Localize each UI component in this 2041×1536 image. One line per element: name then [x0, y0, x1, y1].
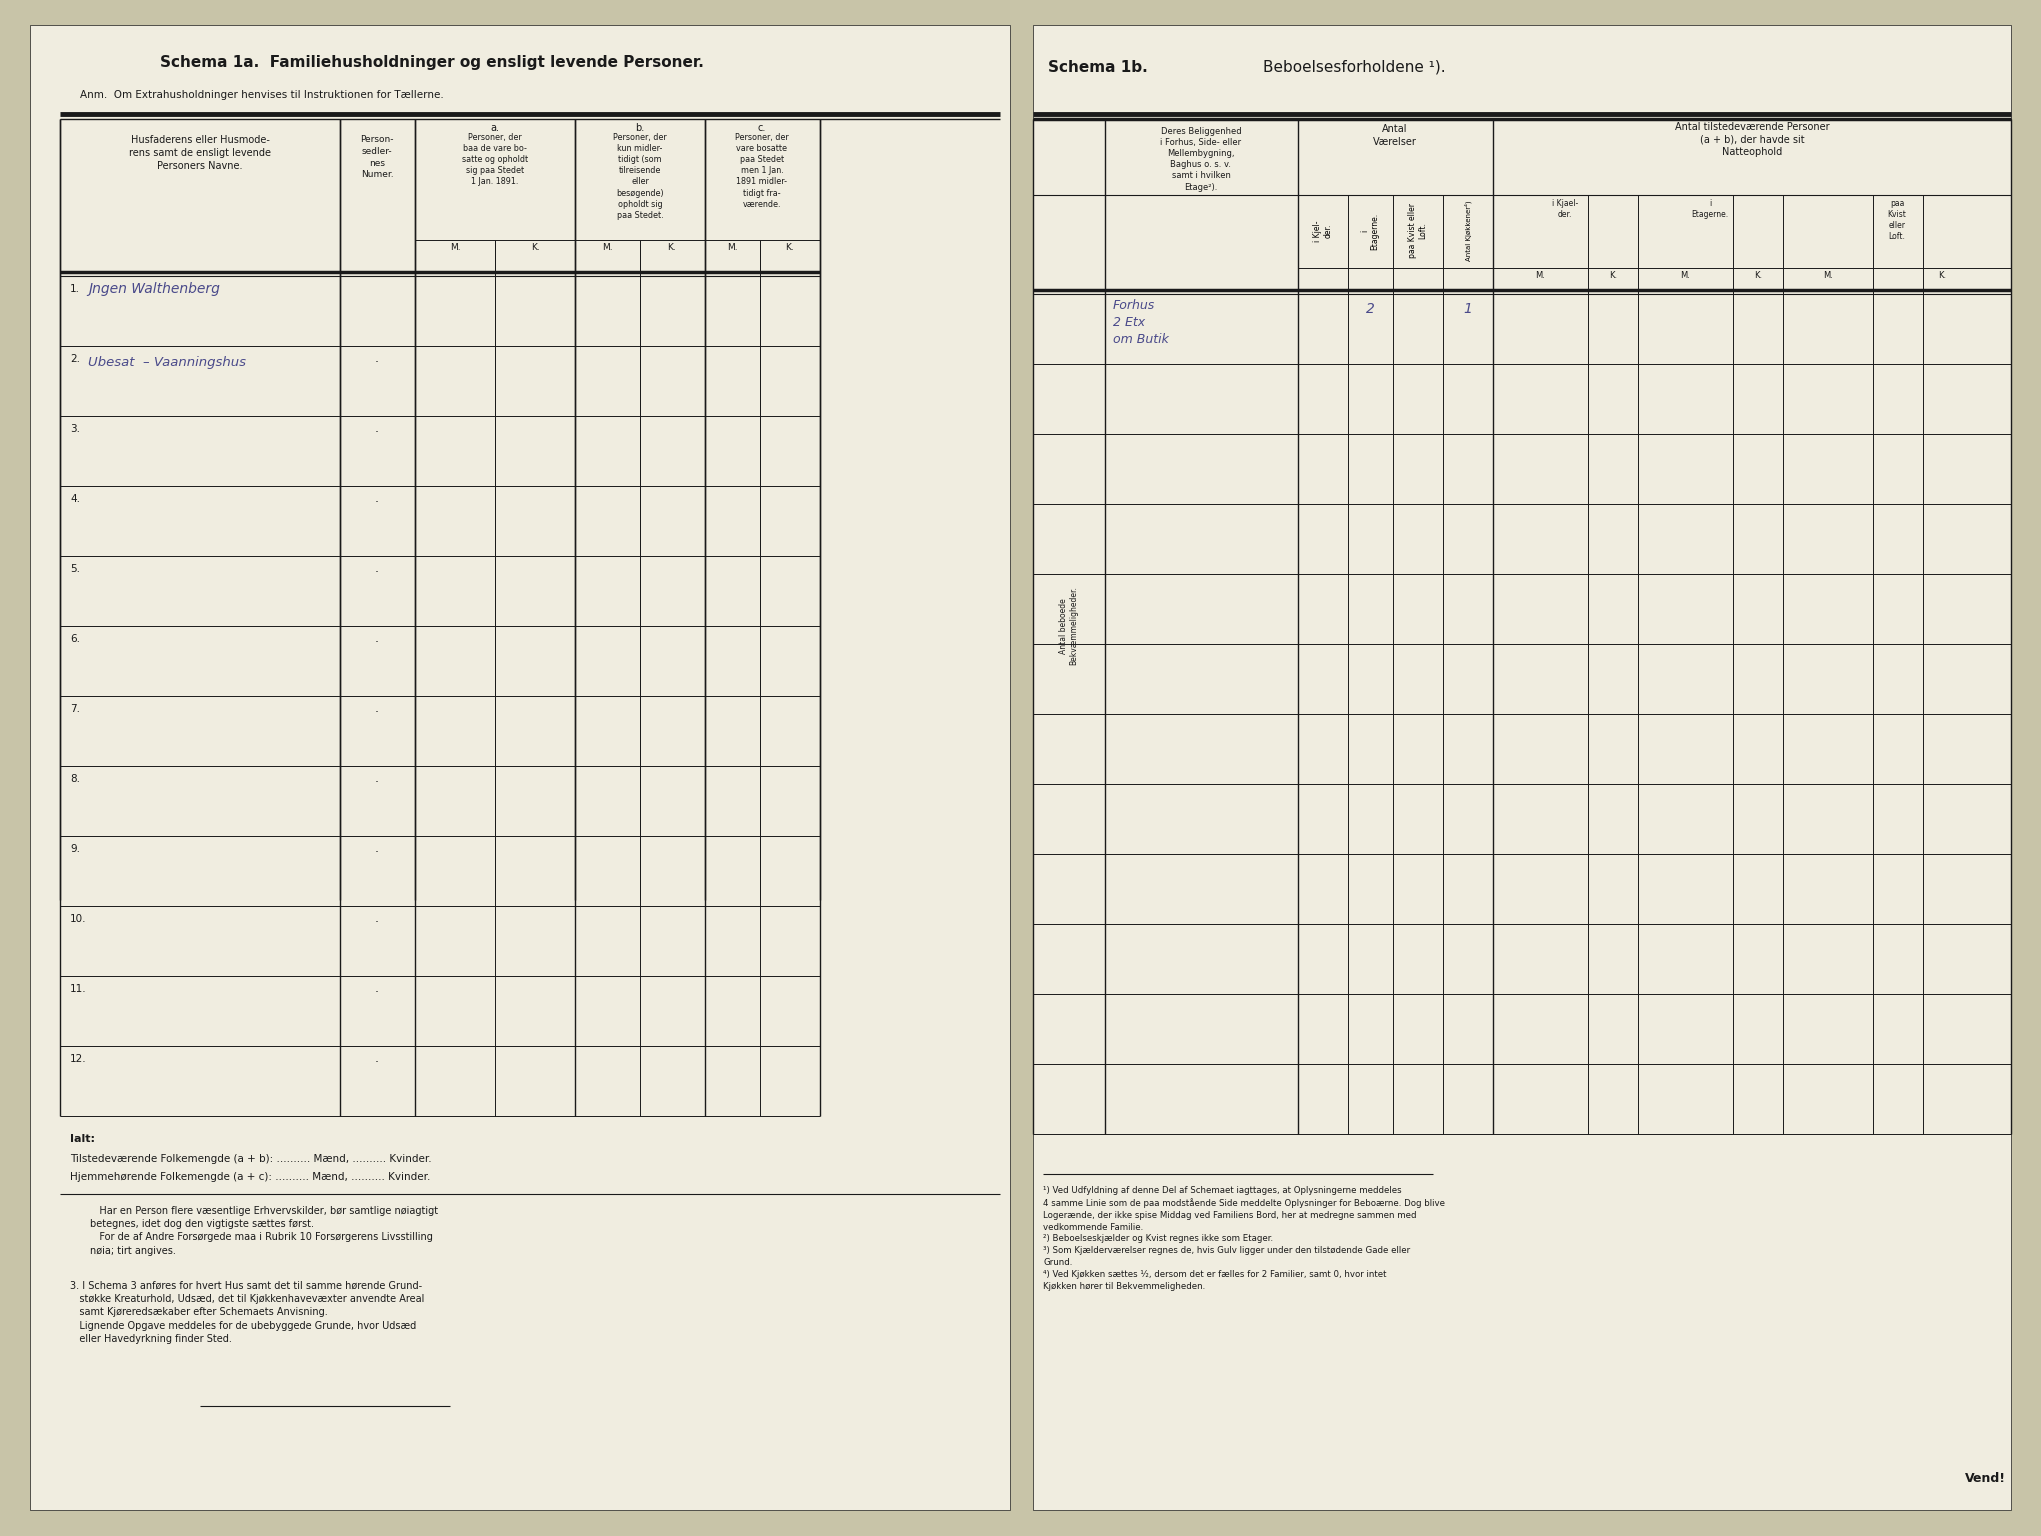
Text: 12.: 12. [69, 1054, 86, 1064]
Text: M.: M. [1680, 270, 1690, 280]
Text: K.: K. [1608, 270, 1616, 280]
Text: 10.: 10. [69, 914, 86, 925]
Text: K.: K. [786, 243, 794, 252]
Text: M.: M. [727, 243, 737, 252]
Text: Schema 1a.  Familiehusholdninger og ensligt levende Personer.: Schema 1a. Familiehusholdninger og ensli… [159, 55, 704, 71]
Text: i
Etagerne.: i Etagerne. [1692, 200, 1729, 220]
Text: Ialt:: Ialt: [69, 1134, 96, 1144]
Text: K.: K. [531, 243, 539, 252]
Text: Hjemmehørende Folkemengde (a + c): .......... Mænd, .......... Kvinder.: Hjemmehørende Folkemengde (a + c): .....… [69, 1172, 431, 1183]
Text: Antal
Værelser: Antal Værelser [1374, 124, 1416, 147]
Text: Beboelsesforholdene ¹).: Beboelsesforholdene ¹). [1263, 60, 1445, 75]
Text: Forhus
2 Etx
om Butik: Forhus 2 Etx om Butik [1112, 300, 1169, 346]
Text: K.: K. [667, 243, 676, 252]
Text: ·: · [376, 356, 380, 369]
Text: ·: · [376, 915, 380, 929]
Text: ·: · [376, 707, 380, 719]
Text: ·: · [376, 496, 380, 508]
Text: Antal tilstedeværende Personer
(a + b), der havde sit
Natteophold: Antal tilstedeværende Personer (a + b), … [1676, 121, 1829, 157]
Text: ·: · [376, 986, 380, 998]
Text: ·: · [376, 636, 380, 650]
Text: Tilstedeværende Folkemengde (a + b): .......... Mænd, .......... Kvinder.: Tilstedeværende Folkemengde (a + b): ...… [69, 1154, 431, 1164]
Text: i Kjael-
der.: i Kjael- der. [1551, 200, 1578, 220]
Text: M.: M. [449, 243, 461, 252]
Text: Vend!: Vend! [1965, 1471, 2006, 1485]
Text: 9.: 9. [69, 843, 80, 854]
Text: 1.: 1. [69, 284, 80, 293]
Text: 2: 2 [1365, 303, 1374, 316]
Text: paa Kvist eller
Loft.: paa Kvist eller Loft. [1408, 203, 1429, 258]
Text: Person-
sedler-
nes
Numer.: Person- sedler- nes Numer. [361, 135, 394, 180]
Text: Jngen Walthenberg: Jngen Walthenberg [88, 283, 220, 296]
Text: K.: K. [1939, 270, 1945, 280]
Text: Personer, der
kun midler-
tidigt (som
tilreisende
eller
besøgende)
opholdt sig
p: Personer, der kun midler- tidigt (som ti… [612, 134, 667, 220]
Text: 5.: 5. [69, 564, 80, 574]
Text: ¹) Ved Udfyldning af denne Del af Schemaet iagttages, at Oplysningerne meddeles
: ¹) Ved Udfyldning af denne Del af Schema… [1043, 1186, 1445, 1290]
Text: i Kjel-
der.: i Kjel- der. [1312, 220, 1333, 241]
Bar [1033, 25, 2010, 1510]
Text: 8.: 8. [69, 774, 80, 783]
Text: ·: · [376, 565, 380, 579]
Text: Husfaderens eller Husmode-
rens samt de ensligt levende
Personers Navne.: Husfaderens eller Husmode- rens samt de … [129, 135, 271, 172]
Text: Deres Beliggenhed
i Forhus, Side- eller
Mellembygning,
Baghus o. s. v.
samt i hv: Deres Beliggenhed i Forhus, Side- eller … [1161, 127, 1241, 192]
Text: 1: 1 [1463, 303, 1472, 316]
Text: c.: c. [757, 123, 765, 134]
Text: Antal beboede
Bekvæmmeligheder.: Antal beboede Bekvæmmeligheder. [1059, 587, 1080, 665]
Text: i
Etagerne.: i Etagerne. [1359, 212, 1380, 249]
Text: Antal Kjøkkener⁴): Antal Kjøkkener⁴) [1463, 201, 1472, 261]
Text: 2.: 2. [69, 353, 80, 364]
Text: Anm.  Om Extrahusholdninger henvises til Instruktionen for Tællerne.: Anm. Om Extrahusholdninger henvises til … [80, 91, 443, 100]
Text: 7.: 7. [69, 703, 80, 714]
Text: ·: · [376, 776, 380, 790]
Text: ·: · [376, 425, 380, 439]
Text: M.: M. [1823, 270, 1833, 280]
Text: K.: K. [1753, 270, 1761, 280]
Text: Personer, der
vare bosatte
paa Stedet
men 1 Jan.
1891 midler-
tidigt fra-
værend: Personer, der vare bosatte paa Stedet me… [735, 134, 790, 209]
Text: 3. I Schema 3 anføres for hvert Hus samt det til samme hørende Grund-
   støkke : 3. I Schema 3 anføres for hvert Hus samt… [69, 1281, 425, 1344]
Text: M.: M. [602, 243, 612, 252]
Text: ·: · [376, 846, 380, 859]
Text: 11.: 11. [69, 985, 86, 994]
Text: paa
Kvist
eller
Loft.: paa Kvist eller Loft. [1888, 200, 1906, 241]
Text: Schema 1b.: Schema 1b. [1047, 60, 1147, 75]
Text: Ubesat  – Vaanningshus: Ubesat – Vaanningshus [88, 356, 247, 369]
Text: a.: a. [490, 123, 500, 134]
Text: ·: · [376, 1057, 380, 1069]
Bar [31, 25, 1010, 1510]
Text: Har en Person flere væsentlige Erhvervskilder, bør samtlige nøiagtigt
betegnes, : Har en Person flere væsentlige Erhvervsk… [90, 1206, 439, 1255]
Text: M.: M. [1535, 270, 1545, 280]
Text: Personer, der
baa de vare bo-
satte og opholdt
sig paa Stedet
1 Jan. 1891.: Personer, der baa de vare bo- satte og o… [461, 134, 529, 186]
Text: b.: b. [635, 123, 645, 134]
Text: 4.: 4. [69, 495, 80, 504]
Text: 6.: 6. [69, 634, 80, 644]
Text: 3.: 3. [69, 424, 80, 435]
